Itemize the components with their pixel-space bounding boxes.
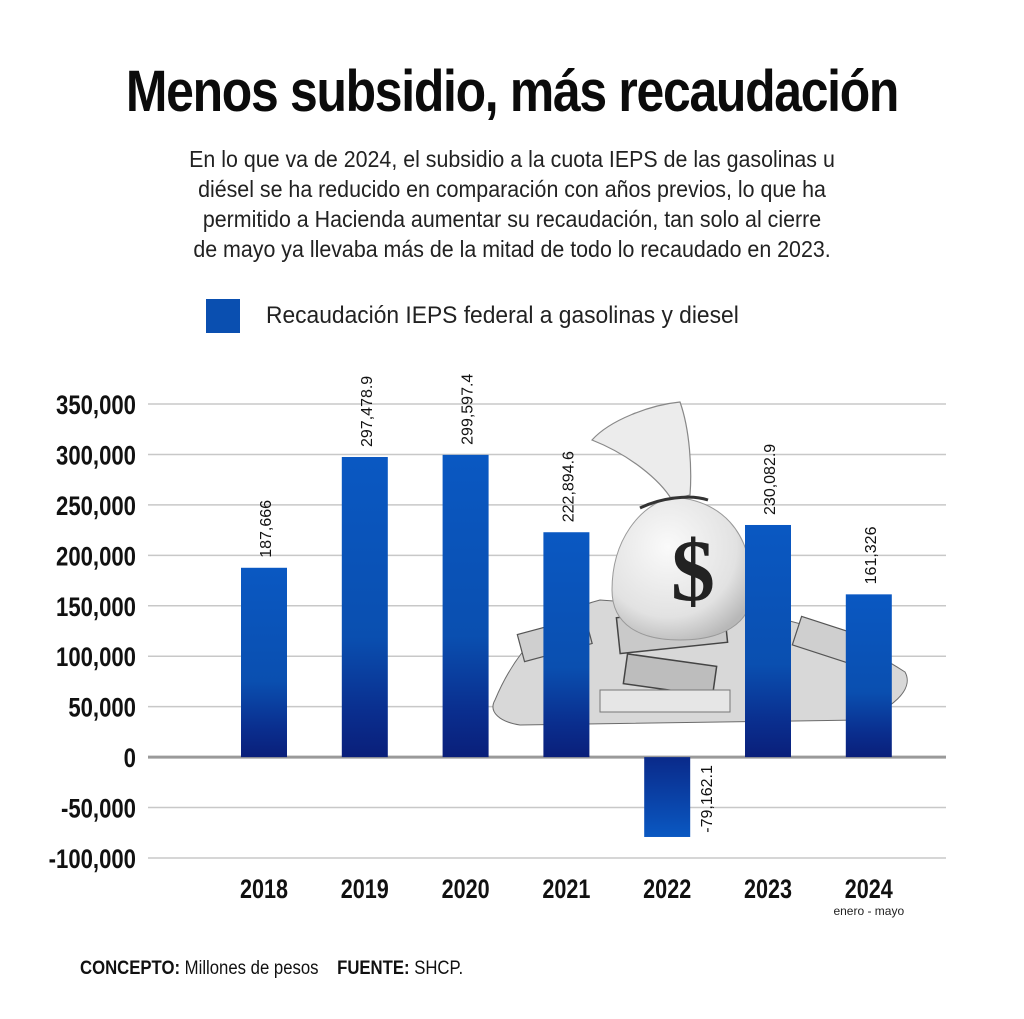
data-label: 299,597.4 — [460, 374, 477, 445]
y-tick-label: 100,000 — [56, 643, 136, 673]
bar-2022 — [644, 757, 691, 837]
y-tick-label: 50,000 — [68, 694, 136, 724]
chart-footer: CONCEPTO: Millones de pesos FUENTE: SHCP… — [80, 958, 463, 980]
money-bag-illustration: $ — [492, 401, 908, 726]
x-tick-sublabel: enero - mayo — [833, 904, 904, 918]
legend-label: Recaudación IEPS federal a gasolinas y d… — [266, 302, 739, 329]
bars — [241, 454, 892, 837]
data-label: 297,478.9 — [359, 376, 376, 447]
chart-title: Menos subsidio, más recaudación — [125, 59, 899, 124]
data-label: -79,162.1 — [699, 765, 716, 833]
money-pile-icon — [492, 599, 908, 726]
bar-2021 — [543, 532, 590, 758]
chart-subtitle: En lo que va de 2024, el subsidio a la c… — [129, 144, 895, 264]
y-tick-label: 300,000 — [56, 441, 136, 471]
data-label: 187,666 — [258, 500, 275, 558]
subtitle-line: diésel se ha reducido en comparación con… — [198, 176, 826, 202]
bar-2024 — [845, 594, 892, 758]
legend-swatch — [206, 299, 240, 333]
x-tick-label: 2021 — [542, 875, 590, 905]
data-label: 161,326 — [863, 526, 880, 584]
subtitle-line: de mayo ya llevaba más de la mitad de to… — [193, 236, 831, 262]
concepto-label: CONCEPTO: — [80, 958, 181, 979]
fuente-value: SHCP. — [414, 958, 464, 979]
x-tick-label: 2018 — [240, 875, 288, 905]
subtitle-line: En lo que va de 2024, el subsidio a la c… — [189, 146, 835, 172]
y-tick-label: 200,000 — [56, 542, 136, 572]
x-tick-label: 2022 — [643, 875, 691, 905]
x-tick-label: 2020 — [442, 875, 490, 905]
money-bag-icon: $ — [590, 401, 753, 641]
data-label: 230,082.9 — [762, 444, 779, 515]
x-tick-label: 2024 — [845, 875, 893, 905]
concepto-value: Millones de pesos — [184, 958, 319, 979]
axes: 350,000 300,000 250,000 200,000 150,000 100,0… — [49, 391, 905, 918]
data-label: 222,894.6 — [560, 451, 577, 522]
bar-2019 — [341, 456, 388, 758]
y-tick-label: 150,000 — [56, 593, 136, 623]
y-tick-label: -50,000 — [61, 795, 136, 825]
x-tick-label: 2023 — [744, 875, 792, 905]
y-tick-label: -100,000 — [49, 845, 136, 875]
subtitle-line: permitido a Hacienda aumentar su recauda… — [202, 206, 822, 232]
fuente-label: FUENTE: — [337, 958, 410, 979]
y-tick-label: 0 — [124, 744, 136, 774]
bar-2020 — [442, 454, 489, 758]
y-tick-label: 350,000 — [56, 391, 136, 421]
bar-2023 — [745, 524, 791, 758]
x-tick-label: 2019 — [341, 875, 389, 905]
chart-legend: Recaudación IEPS federal a gasolinas y d… — [206, 298, 764, 334]
bar-2018 — [241, 567, 287, 758]
data-labels: 187,666 297,478.9 299,597.4 222,894.6 -79,16… — [258, 374, 880, 833]
dollar-sign-icon: $ — [671, 523, 715, 620]
y-tick-label: 250,000 — [56, 492, 136, 522]
